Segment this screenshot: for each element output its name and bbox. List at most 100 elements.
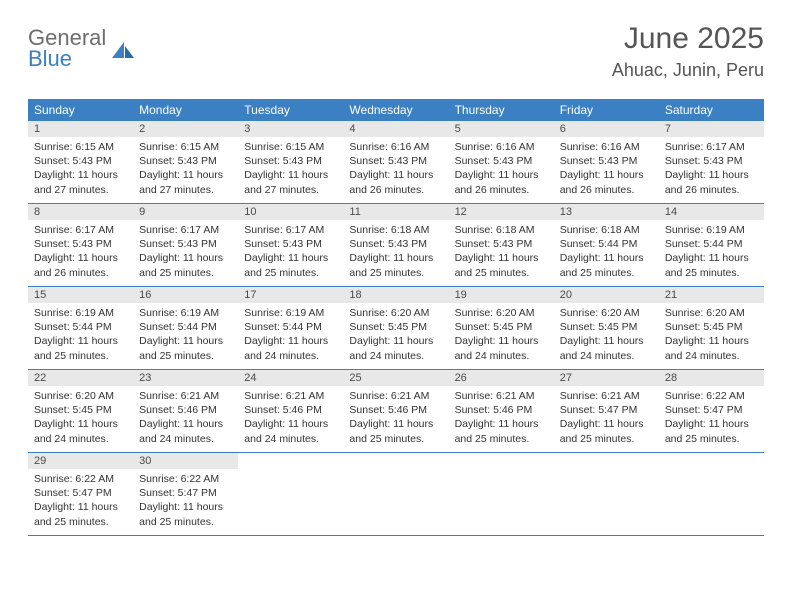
week-row: 8Sunrise: 6:17 AMSunset: 5:43 PMDaylight… [28,204,764,287]
header: General Blue June 2025 Ahuac, Junin, Per… [28,22,764,81]
day-cell: 4Sunrise: 6:16 AMSunset: 5:43 PMDaylight… [343,121,448,203]
day-cell: 5Sunrise: 6:16 AMSunset: 5:43 PMDaylight… [449,121,554,203]
day-body: Sunrise: 6:18 AMSunset: 5:43 PMDaylight:… [449,220,554,280]
day-cell: 19Sunrise: 6:20 AMSunset: 5:45 PMDayligh… [449,287,554,369]
weekday-thursday: Thursday [449,99,554,121]
day-body: Sunrise: 6:19 AMSunset: 5:44 PMDaylight:… [659,220,764,280]
day-body: Sunrise: 6:20 AMSunset: 5:45 PMDaylight:… [659,303,764,363]
day-number: 11 [343,204,448,220]
day-body: Sunrise: 6:17 AMSunset: 5:43 PMDaylight:… [133,220,238,280]
day-number: 4 [343,121,448,137]
day-body: Sunrise: 6:17 AMSunset: 5:43 PMDaylight:… [659,137,764,197]
day-body: Sunrise: 6:16 AMSunset: 5:43 PMDaylight:… [449,137,554,197]
week-row: 15Sunrise: 6:19 AMSunset: 5:44 PMDayligh… [28,287,764,370]
day-number: 7 [659,121,764,137]
title-block: June 2025 Ahuac, Junin, Peru [612,22,764,81]
day-cell: 8Sunrise: 6:17 AMSunset: 5:43 PMDaylight… [28,204,133,286]
empty-cell [343,453,448,535]
day-number: 30 [133,453,238,469]
day-number: 24 [238,370,343,386]
weekday-monday: Monday [133,99,238,121]
day-body: Sunrise: 6:15 AMSunset: 5:43 PMDaylight:… [133,137,238,197]
day-number: 28 [659,370,764,386]
day-cell: 22Sunrise: 6:20 AMSunset: 5:45 PMDayligh… [28,370,133,452]
day-body: Sunrise: 6:18 AMSunset: 5:44 PMDaylight:… [554,220,659,280]
day-number: 13 [554,204,659,220]
empty-cell [238,453,343,535]
day-number: 16 [133,287,238,303]
day-body: Sunrise: 6:20 AMSunset: 5:45 PMDaylight:… [449,303,554,363]
day-number: 10 [238,204,343,220]
day-body: Sunrise: 6:22 AMSunset: 5:47 PMDaylight:… [133,469,238,529]
day-body: Sunrise: 6:19 AMSunset: 5:44 PMDaylight:… [133,303,238,363]
day-cell: 29Sunrise: 6:22 AMSunset: 5:47 PMDayligh… [28,453,133,535]
day-body: Sunrise: 6:18 AMSunset: 5:43 PMDaylight:… [343,220,448,280]
day-body: Sunrise: 6:17 AMSunset: 5:43 PMDaylight:… [238,220,343,280]
day-cell: 30Sunrise: 6:22 AMSunset: 5:47 PMDayligh… [133,453,238,535]
day-cell: 21Sunrise: 6:20 AMSunset: 5:45 PMDayligh… [659,287,764,369]
weekday-sunday: Sunday [28,99,133,121]
logo-line2: Blue [28,49,106,70]
day-number: 14 [659,204,764,220]
day-cell: 2Sunrise: 6:15 AMSunset: 5:43 PMDaylight… [133,121,238,203]
weekday-saturday: Saturday [659,99,764,121]
day-body: Sunrise: 6:21 AMSunset: 5:46 PMDaylight:… [343,386,448,446]
day-number: 26 [449,370,554,386]
day-number: 17 [238,287,343,303]
day-body: Sunrise: 6:20 AMSunset: 5:45 PMDaylight:… [28,386,133,446]
day-number: 5 [449,121,554,137]
day-cell: 20Sunrise: 6:20 AMSunset: 5:45 PMDayligh… [554,287,659,369]
weekday-wednesday: Wednesday [343,99,448,121]
day-number: 6 [554,121,659,137]
day-number: 9 [133,204,238,220]
day-cell: 1Sunrise: 6:15 AMSunset: 5:43 PMDaylight… [28,121,133,203]
month-title: June 2025 [612,22,764,56]
day-cell: 3Sunrise: 6:15 AMSunset: 5:43 PMDaylight… [238,121,343,203]
day-cell: 6Sunrise: 6:16 AMSunset: 5:43 PMDaylight… [554,121,659,203]
day-cell: 14Sunrise: 6:19 AMSunset: 5:44 PMDayligh… [659,204,764,286]
day-body: Sunrise: 6:22 AMSunset: 5:47 PMDaylight:… [28,469,133,529]
empty-cell [449,453,554,535]
day-number: 1 [28,121,133,137]
day-number: 29 [28,453,133,469]
day-number: 27 [554,370,659,386]
weekday-row: SundayMondayTuesdayWednesdayThursdayFrid… [28,99,764,121]
week-row: 29Sunrise: 6:22 AMSunset: 5:47 PMDayligh… [28,453,764,536]
day-cell: 10Sunrise: 6:17 AMSunset: 5:43 PMDayligh… [238,204,343,286]
day-number: 22 [28,370,133,386]
calendar-page: General Blue June 2025 Ahuac, Junin, Per… [0,0,792,536]
day-number: 20 [554,287,659,303]
empty-cell [554,453,659,535]
day-body: Sunrise: 6:15 AMSunset: 5:43 PMDaylight:… [28,137,133,197]
day-body: Sunrise: 6:19 AMSunset: 5:44 PMDaylight:… [238,303,343,363]
day-number: 8 [28,204,133,220]
sail-icon [110,40,136,60]
day-number: 21 [659,287,764,303]
day-body: Sunrise: 6:21 AMSunset: 5:46 PMDaylight:… [238,386,343,446]
weeks-container: 1Sunrise: 6:15 AMSunset: 5:43 PMDaylight… [28,121,764,536]
logo: General Blue [28,28,136,70]
empty-cell [659,453,764,535]
weekday-friday: Friday [554,99,659,121]
day-body: Sunrise: 6:21 AMSunset: 5:47 PMDaylight:… [554,386,659,446]
day-cell: 25Sunrise: 6:21 AMSunset: 5:46 PMDayligh… [343,370,448,452]
day-body: Sunrise: 6:16 AMSunset: 5:43 PMDaylight:… [343,137,448,197]
day-cell: 9Sunrise: 6:17 AMSunset: 5:43 PMDaylight… [133,204,238,286]
day-number: 25 [343,370,448,386]
day-cell: 16Sunrise: 6:19 AMSunset: 5:44 PMDayligh… [133,287,238,369]
day-body: Sunrise: 6:21 AMSunset: 5:46 PMDaylight:… [449,386,554,446]
weekday-tuesday: Tuesday [238,99,343,121]
day-number: 15 [28,287,133,303]
day-cell: 13Sunrise: 6:18 AMSunset: 5:44 PMDayligh… [554,204,659,286]
day-number: 18 [343,287,448,303]
day-body: Sunrise: 6:15 AMSunset: 5:43 PMDaylight:… [238,137,343,197]
day-cell: 24Sunrise: 6:21 AMSunset: 5:46 PMDayligh… [238,370,343,452]
day-body: Sunrise: 6:16 AMSunset: 5:43 PMDaylight:… [554,137,659,197]
day-number: 3 [238,121,343,137]
day-body: Sunrise: 6:17 AMSunset: 5:43 PMDaylight:… [28,220,133,280]
day-body: Sunrise: 6:20 AMSunset: 5:45 PMDaylight:… [343,303,448,363]
day-cell: 7Sunrise: 6:17 AMSunset: 5:43 PMDaylight… [659,121,764,203]
logo-text: General Blue [28,28,106,70]
day-cell: 12Sunrise: 6:18 AMSunset: 5:43 PMDayligh… [449,204,554,286]
day-body: Sunrise: 6:20 AMSunset: 5:45 PMDaylight:… [554,303,659,363]
